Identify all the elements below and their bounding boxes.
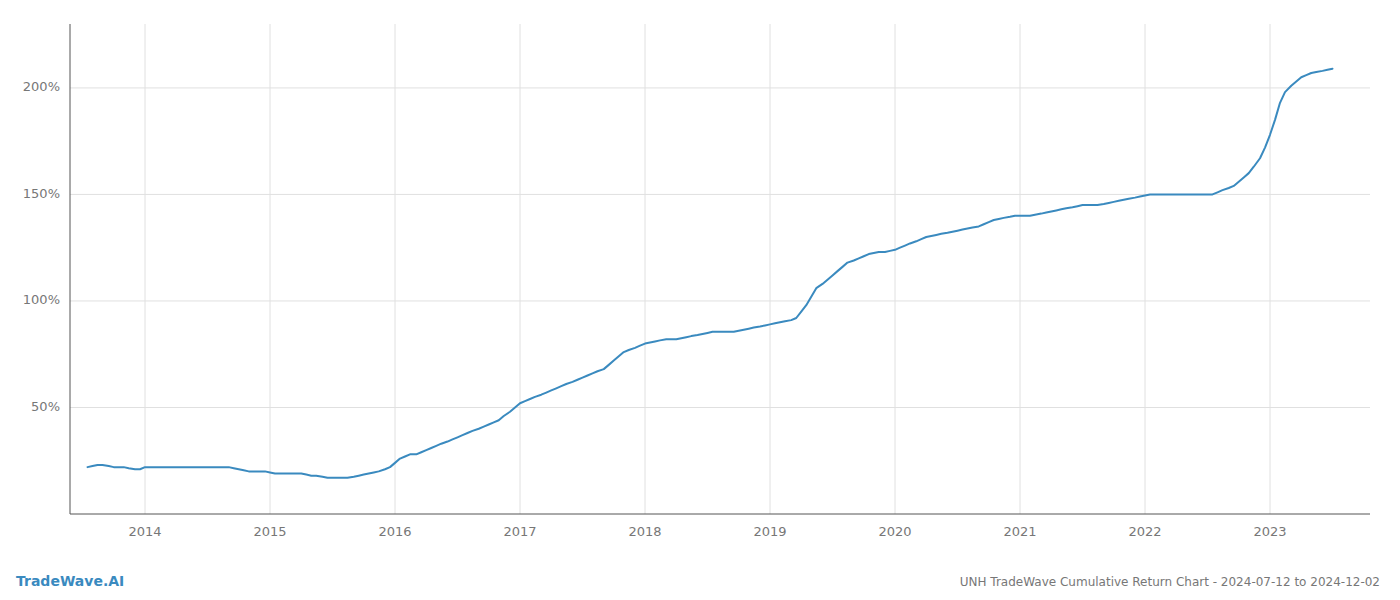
y-tick-label: 200% — [23, 79, 60, 94]
y-axis-line — [70, 24, 71, 514]
x-grid-line — [145, 24, 146, 514]
x-grid-line — [645, 24, 646, 514]
x-tick-label: 2023 — [1253, 524, 1286, 539]
plot-area — [88, 69, 1333, 478]
x-grid-line — [770, 24, 771, 514]
x-grid-line — [1145, 24, 1146, 514]
x-grid-line — [1020, 24, 1021, 514]
x-grid-line — [895, 24, 896, 514]
y-grid-line — [70, 300, 1370, 301]
line — [88, 69, 1333, 478]
x-tick-label: 2018 — [628, 524, 661, 539]
x-grid-line — [270, 24, 271, 514]
x-tick-label: 2021 — [1003, 524, 1036, 539]
grid — [70, 24, 1370, 514]
chart: 50% 100% 150% 200% 2014 2015 2016 2017 2018 2019 2… — [0, 0, 1400, 600]
x-tick-label: 2014 — [128, 524, 161, 539]
y-tick-label: 150% — [23, 186, 60, 201]
y-tick-label: 50% — [31, 399, 60, 414]
x-grid-line — [1270, 24, 1271, 514]
axes: 50% 100% 150% 200% 2014 2015 2016 2017 2018 2019 2… — [23, 24, 1370, 539]
x-tick-label: 2016 — [378, 524, 411, 539]
x-grid-line — [395, 24, 396, 514]
x-tick-label: 2020 — [878, 524, 911, 539]
y-tick-label: 100% — [23, 292, 60, 307]
title: UNH TradeWave Cumulative Return Chart - … — [960, 575, 1380, 589]
y-grid-line — [70, 87, 1370, 88]
x-tick-label: 2022 — [1128, 524, 1161, 539]
x-axis-line — [70, 514, 1370, 515]
background — [0, 0, 1400, 600]
x-tick-label: 2015 — [253, 524, 286, 539]
x-tick-label: 2019 — [753, 524, 786, 539]
x-tick-label: 2017 — [503, 524, 536, 539]
x-grid-line — [520, 24, 521, 514]
y-grid-line — [70, 407, 1370, 408]
watermark: TradeWave.AI — [16, 573, 124, 589]
